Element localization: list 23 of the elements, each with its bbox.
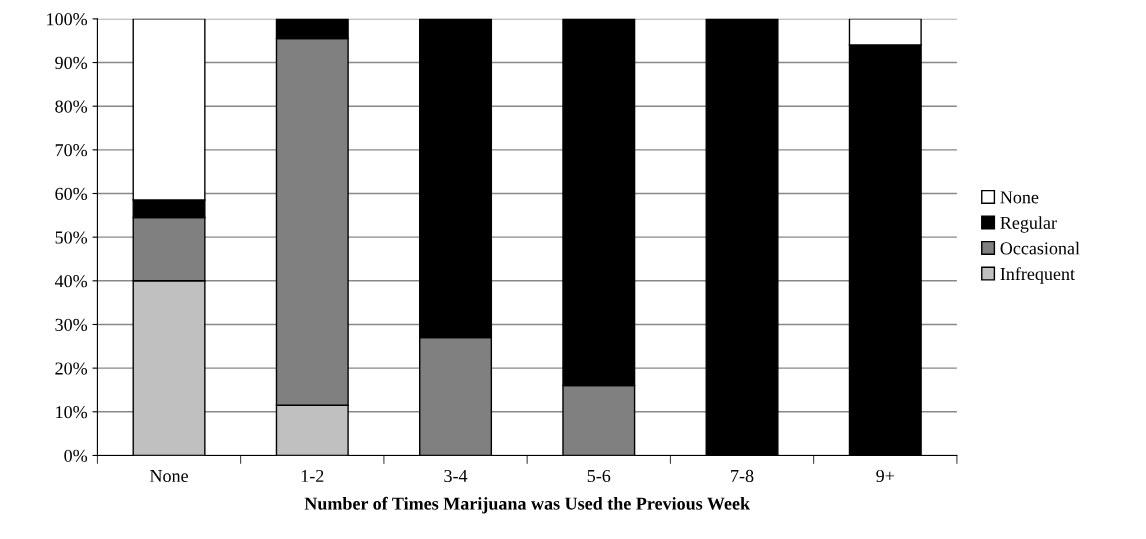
y-tick-label: 0%	[64, 449, 88, 462]
y-tick-label: 70%	[55, 144, 88, 157]
y-tick-label: 100%	[47, 13, 88, 26]
legend-label: Regular	[1000, 216, 1057, 233]
legend-label: None	[1000, 191, 1039, 204]
y-tick-label: 90%	[55, 56, 88, 70]
bar	[705, 18, 779, 456]
y-tick-label: 20%	[55, 362, 88, 375]
y-tick-label: 10%	[56, 406, 88, 419]
x-tick-label: None	[150, 470, 188, 483]
x-tick-label: 7-8	[731, 469, 754, 483]
x-axis-title: Number of Times Marijuana was Used the Previous Week	[304, 496, 751, 514]
x-tick-label: 5-6	[587, 469, 611, 483]
y-tick-label: 60%	[55, 187, 88, 200]
y-tick-label: 30%	[55, 318, 88, 331]
legend-label: Occasional	[1000, 241, 1080, 255]
y-tick-label: 50%	[55, 231, 88, 244]
y-tick-label: 40%	[54, 275, 88, 288]
x-tick-label: 1-2	[301, 469, 324, 482]
x-tick-label: 3-4	[444, 469, 468, 483]
legend-label: Infrequent	[1000, 267, 1075, 284]
x-tick-label: 9+	[876, 469, 895, 483]
y-tick-label: 80%	[55, 100, 88, 113]
